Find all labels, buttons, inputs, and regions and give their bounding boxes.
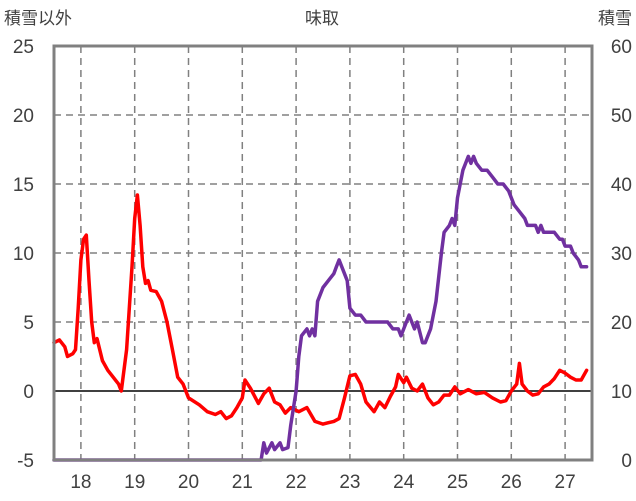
x-tick-label: 25 xyxy=(447,472,468,493)
x-tick-label: 21 xyxy=(232,472,253,493)
series-line-purple xyxy=(52,154,589,462)
x-tick-label: 23 xyxy=(339,472,360,493)
right-axis-label: 積雪 xyxy=(598,9,632,29)
y-right-tick-label: 50 xyxy=(611,106,632,127)
y-left-tick-label: -5 xyxy=(17,451,34,472)
left-axis-label: 積雪以外 xyxy=(4,9,72,29)
y-left-tick-label: 25 xyxy=(13,37,34,58)
y-left-tick-label: 0 xyxy=(23,382,34,403)
series-line-red xyxy=(52,193,589,426)
x-tick-label: 22 xyxy=(286,472,307,493)
x-tick-label: 27 xyxy=(555,472,576,493)
y-right-tick-label: 10 xyxy=(611,382,632,403)
x-tick-label: 19 xyxy=(124,472,145,493)
y-left-tick-label: 15 xyxy=(13,175,34,196)
y-right-tick-label: 60 xyxy=(611,37,632,58)
grid xyxy=(54,46,592,460)
series-layer xyxy=(52,154,589,462)
y-right-tick-label: 40 xyxy=(611,175,632,196)
y-left-tick-label: 5 xyxy=(23,313,34,334)
chart-title: 味取 xyxy=(305,9,339,29)
y-left-tick-label: 20 xyxy=(13,106,34,127)
y-right-tick-label: 30 xyxy=(611,244,632,265)
y-right-tick-label: 0 xyxy=(621,451,632,472)
x-tick-label: 24 xyxy=(393,472,415,493)
x-tick-label: 26 xyxy=(501,472,522,493)
x-tick-label: 18 xyxy=(70,472,91,493)
y-left-tick-label: 10 xyxy=(13,244,34,265)
plot-frame xyxy=(52,44,594,462)
y-right-tick-label: 20 xyxy=(611,313,632,334)
x-tick-label: 20 xyxy=(178,472,199,493)
